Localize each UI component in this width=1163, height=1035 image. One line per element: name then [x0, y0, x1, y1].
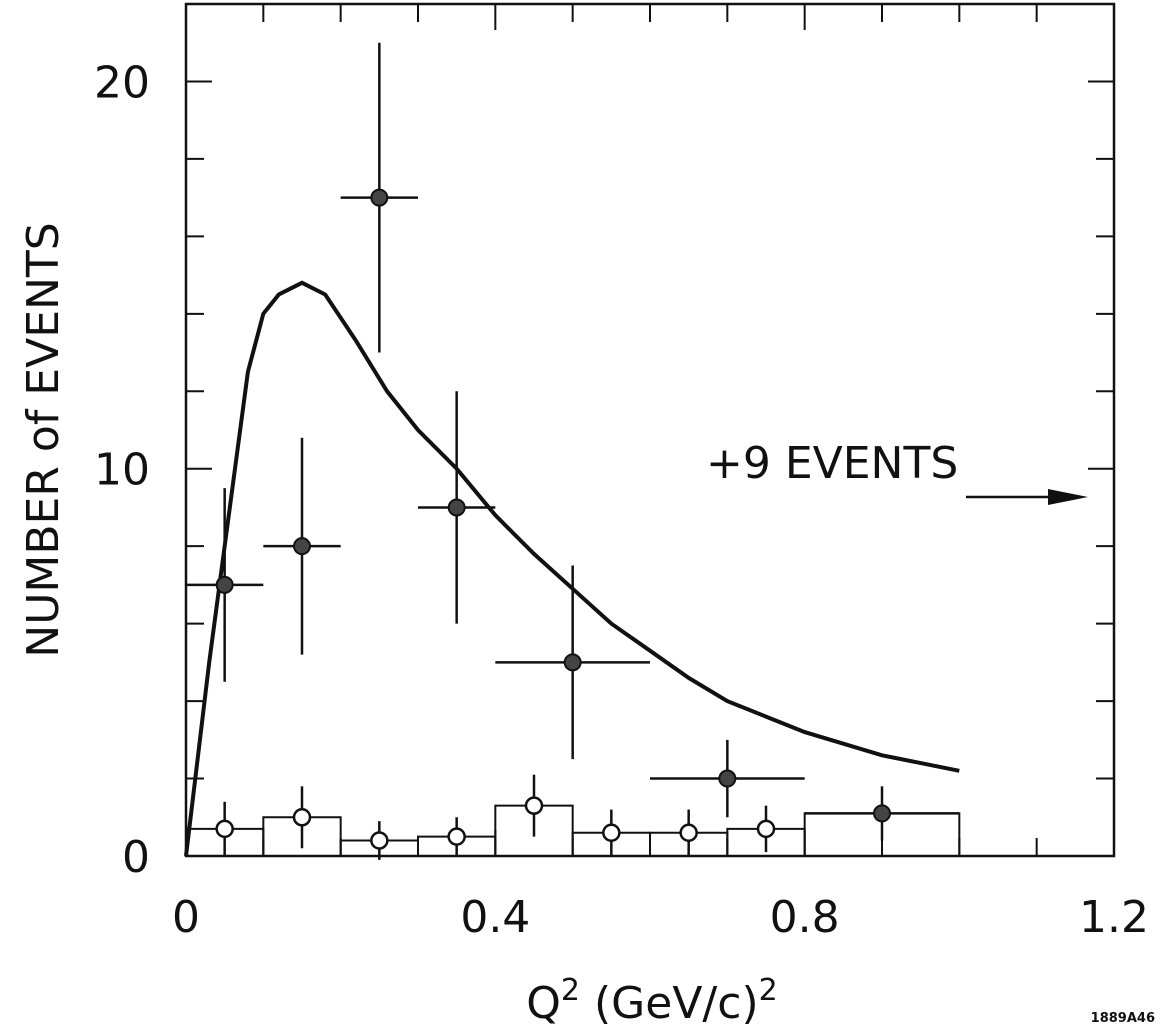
x-axis-title: Q2 (GeV/c)2 — [526, 973, 777, 1029]
data-point-filled — [873, 804, 891, 823]
axis-ticks — [185, 3, 1115, 857]
plot-frame — [184, 2, 1116, 858]
data-point-filled — [718, 769, 737, 788]
data-point-filled — [563, 653, 582, 672]
x-axis-title-units-sup: 2 — [759, 973, 778, 1008]
x-tick-label: 0.8 — [770, 892, 840, 943]
data-point-open — [292, 808, 312, 827]
x-tick-label: 1.2 — [1079, 892, 1149, 943]
x-tick-label: 0.4 — [460, 892, 530, 943]
x-axis-title-units: (GeV/c) — [594, 978, 759, 1029]
data-point-filled — [370, 188, 389, 207]
tick-labels: 0 0.4 0.8 1.2 0 10 20 — [94, 57, 1149, 943]
data-point-open — [524, 796, 544, 815]
annotation-arrow — [966, 489, 1088, 505]
data-point-filled — [293, 537, 311, 556]
data-point-open — [602, 823, 621, 843]
data-point-open — [756, 819, 776, 839]
x-axis-title-sup: 2 — [561, 973, 580, 1008]
data-point-open — [679, 823, 698, 843]
y-axis-title: NUMBER of EVENTS — [18, 222, 69, 657]
data-point-filled — [447, 498, 466, 517]
theory-curve — [184, 280, 960, 857]
data-point-open — [447, 827, 466, 846]
data-markers — [215, 188, 891, 850]
data-point-filled — [215, 575, 234, 594]
y-tick-label: 10 — [94, 445, 150, 496]
y-tick-label: 0 — [122, 832, 150, 883]
x-axis-title-q: Q — [526, 978, 561, 1029]
x-tick-label: 0 — [172, 892, 200, 943]
annotation-text: +9 EVENTS — [706, 438, 958, 489]
y-tick-label: 20 — [94, 57, 150, 108]
data-point-open — [370, 831, 389, 850]
data-point-open — [215, 819, 234, 839]
figure-code: 1889A46 — [1091, 1011, 1155, 1026]
